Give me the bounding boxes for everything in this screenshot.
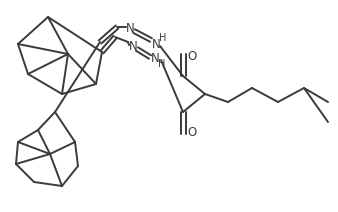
Text: O: O (187, 126, 197, 138)
Text: N: N (151, 53, 160, 66)
Text: N: N (152, 39, 160, 52)
Text: N: N (129, 40, 137, 53)
Text: N: N (126, 22, 135, 35)
Text: H: H (159, 33, 167, 43)
Text: O: O (187, 49, 197, 63)
Text: H: H (158, 59, 166, 69)
